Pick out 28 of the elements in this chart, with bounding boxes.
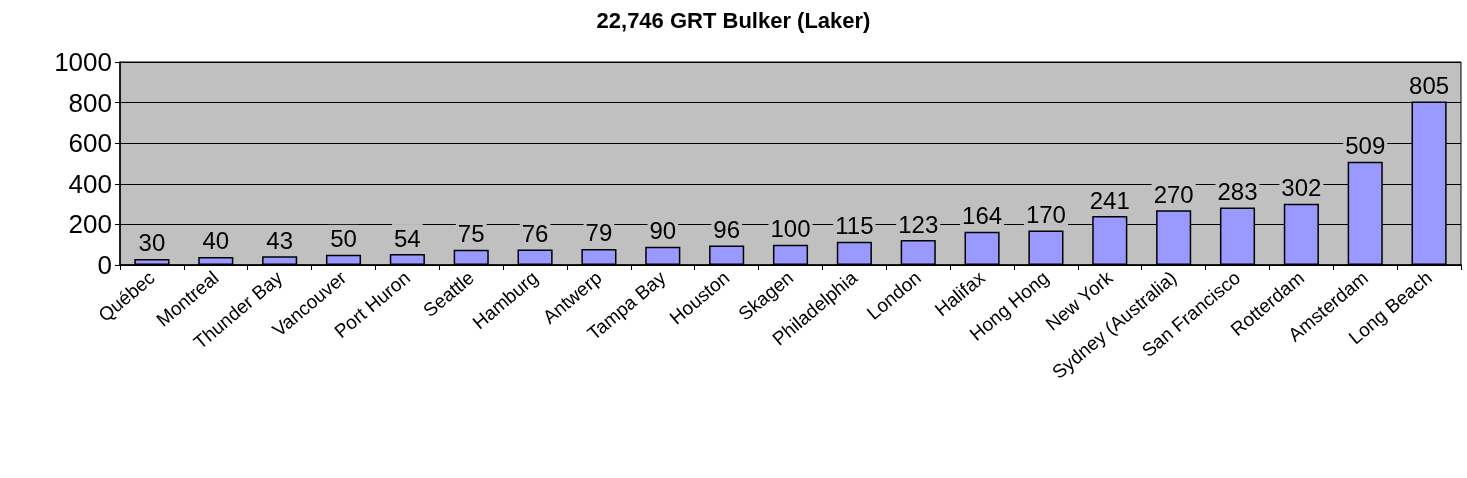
y-tick-label: 1000 (54, 47, 112, 77)
data-label: 805 (1409, 72, 1450, 100)
data-label: 100 (770, 215, 811, 243)
data-label: 43 (266, 226, 293, 254)
data-label: 90 (649, 217, 677, 245)
y-tick-label: 600 (68, 128, 112, 159)
data-label: 54 (394, 224, 421, 252)
chart-title: 22,746 GRT Bulker (Laker) (596, 7, 871, 33)
data-label: 302 (1281, 174, 1322, 202)
data-label: 50 (330, 225, 357, 253)
data-label: 241 (1089, 186, 1130, 214)
data-label: 509 (1345, 132, 1386, 160)
data-label: 79 (585, 219, 613, 247)
data-label: 75 (457, 220, 485, 248)
data-label: 164 (962, 202, 1003, 230)
y-tick-label: 400 (68, 168, 112, 199)
data-label: 170 (1025, 200, 1066, 228)
data-label: 96 (713, 216, 740, 244)
data-label: 283 (1217, 178, 1258, 206)
data-label: 123 (898, 210, 939, 238)
data-label: 40 (202, 227, 230, 255)
data-label: 76 (521, 220, 549, 248)
data-label: 30 (138, 229, 166, 257)
data-label: 270 (1153, 180, 1194, 208)
y-tick-label: 800 (68, 87, 112, 118)
data-label: 115 (835, 212, 874, 240)
y-tick-label: 0 (97, 250, 112, 280)
y-tick-label: 200 (68, 209, 112, 240)
